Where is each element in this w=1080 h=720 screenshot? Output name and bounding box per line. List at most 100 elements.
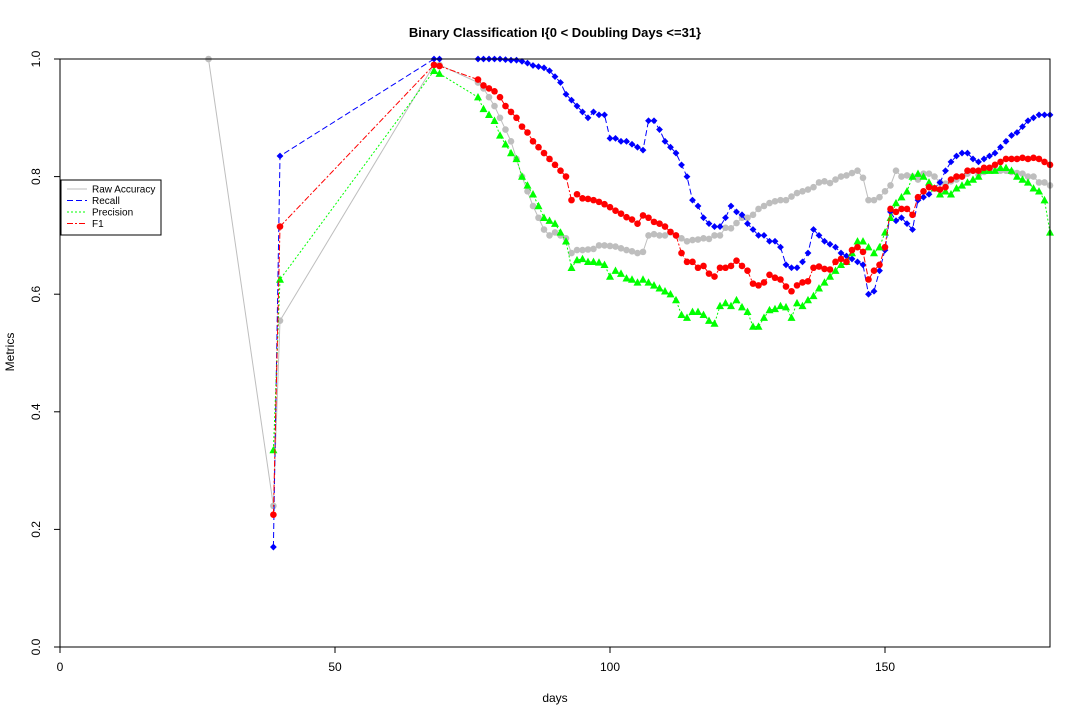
data-point-recall [689, 196, 696, 204]
data-point-recall [612, 134, 619, 142]
data-point-f1 [540, 149, 548, 157]
data-point-recall [975, 158, 982, 166]
data-point-recall [782, 261, 790, 269]
legend-label: F1 [92, 219, 104, 230]
data-point-f1 [980, 164, 988, 172]
data-point-precision [507, 148, 515, 157]
data-point-recall [535, 63, 542, 71]
data-point-f1 [1013, 155, 1021, 163]
data-point-raw-accuracy [821, 178, 828, 185]
data-point-recall [859, 261, 867, 269]
data-point-precision [996, 163, 1005, 171]
data-point-recall [601, 111, 608, 119]
data-point-recall [865, 290, 872, 298]
data-point-recall [639, 146, 647, 154]
data-point-recall [892, 217, 900, 225]
data-point-recall [524, 59, 531, 67]
data-point-f1 [848, 246, 856, 254]
data-point-f1 [496, 93, 504, 101]
data-point-f1 [535, 143, 542, 151]
data-point-precision [501, 140, 510, 148]
data-point-precision [655, 284, 664, 292]
data-point-precision [644, 278, 653, 286]
data-point-raw-accuracy [584, 246, 592, 253]
data-point-f1 [634, 220, 641, 227]
data-point-raw-accuracy [678, 235, 685, 242]
data-point-recall [898, 214, 905, 222]
data-point-raw-accuracy [799, 188, 806, 195]
data-point-recall [529, 62, 537, 69]
data-point-recall [766, 237, 773, 245]
data-point-precision [672, 295, 680, 304]
data-point-precision [870, 248, 878, 257]
data-point-precision [815, 284, 823, 292]
data-point-f1 [1002, 155, 1010, 163]
data-point-f1 [931, 185, 938, 192]
data-point-precision [611, 266, 620, 274]
data-point-f1 [914, 193, 922, 201]
data-point-f1 [672, 232, 680, 239]
x-tick-label: 100 [600, 660, 620, 674]
data-point-f1 [661, 223, 669, 230]
data-point-recall [903, 220, 911, 228]
data-point-precision [804, 295, 812, 304]
x-tick-label: 150 [875, 660, 895, 674]
data-point-f1 [656, 220, 663, 227]
data-point-recall [1008, 132, 1015, 139]
data-point-precision [639, 275, 647, 283]
data-point-recall [573, 102, 581, 110]
data-point-raw-accuracy [722, 224, 729, 232]
data-point-recall [711, 223, 718, 230]
data-point-recall [727, 202, 735, 210]
data-point-precision [974, 172, 983, 180]
data-point-f1 [491, 88, 498, 95]
data-point-f1 [436, 62, 443, 70]
data-point-recall [826, 240, 834, 248]
data-point-precision [617, 269, 625, 277]
data-point-raw-accuracy [777, 196, 784, 204]
data-point-precision [600, 260, 609, 268]
data-point-f1 [793, 282, 801, 289]
data-point-precision [540, 213, 548, 221]
data-point-recall [876, 267, 883, 275]
data-point-f1 [821, 265, 828, 273]
data-point-recall [909, 226, 916, 233]
data-point-f1 [480, 82, 487, 89]
data-point-precision [628, 275, 636, 283]
data-point-precision [947, 190, 955, 198]
data-point-raw-accuracy [1030, 173, 1037, 180]
data-point-f1 [782, 283, 790, 290]
data-point-raw-accuracy [903, 172, 911, 179]
data-point-recall [738, 211, 746, 219]
data-point-raw-accuracy [612, 243, 619, 250]
data-point-raw-accuracy [579, 246, 586, 254]
data-point-precision [897, 192, 906, 201]
data-point-recall [722, 214, 729, 222]
data-point-raw-accuracy [832, 176, 839, 183]
data-point-raw-accuracy [540, 226, 548, 233]
data-point-recall [568, 96, 575, 104]
data-point-recall [1013, 129, 1021, 136]
data-point-f1 [276, 223, 284, 230]
data-point-raw-accuracy [925, 170, 933, 177]
data-point-precision [490, 116, 499, 124]
data-point-f1 [760, 279, 768, 286]
data-point-raw-accuracy [793, 189, 801, 197]
data-point-f1 [854, 243, 861, 251]
data-point-f1 [859, 248, 867, 256]
data-point-recall [270, 543, 277, 551]
data-point-f1 [975, 167, 982, 175]
data-point-f1 [749, 280, 757, 287]
data-point-f1 [705, 270, 713, 277]
y-axis-label: Metrics [3, 333, 17, 372]
data-point-f1 [694, 264, 702, 272]
x-tick-label: 0 [57, 660, 64, 674]
data-point-f1 [623, 213, 630, 221]
y-tick-label: 0.6 [29, 286, 43, 303]
data-point-f1 [474, 76, 482, 83]
data-point-raw-accuracy [826, 179, 834, 187]
data-point-f1 [810, 264, 817, 272]
data-point-f1 [507, 108, 515, 116]
data-point-precision [474, 93, 482, 101]
data-point-precision [650, 281, 658, 289]
